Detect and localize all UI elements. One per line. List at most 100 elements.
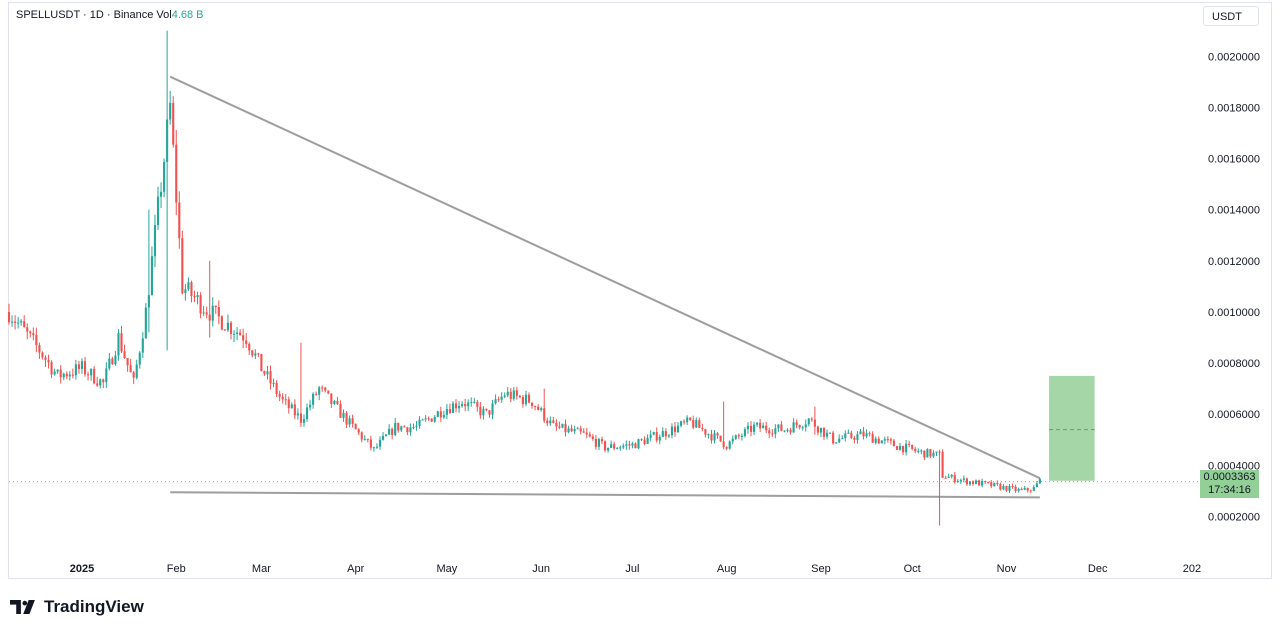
candle-body	[981, 481, 984, 486]
candle-body	[521, 397, 524, 405]
candle-body	[926, 449, 929, 458]
candle-body	[1014, 486, 1017, 491]
candle-body	[838, 438, 841, 443]
currency-button[interactable]: USDT	[1203, 6, 1259, 26]
candle-body	[479, 406, 482, 416]
candle-body	[1038, 479, 1041, 484]
candle-body	[564, 423, 567, 433]
candle-body	[628, 444, 631, 446]
candle-body	[749, 425, 753, 432]
candle-body	[558, 426, 561, 428]
candle-body	[169, 102, 172, 120]
candle-body	[421, 419, 424, 421]
candle-body	[68, 374, 71, 377]
candle-body	[819, 427, 823, 433]
candle-body	[436, 411, 439, 417]
candle-body	[1005, 485, 1008, 491]
candle-body	[293, 404, 296, 416]
candle-body	[50, 362, 53, 375]
candle-body	[357, 429, 360, 433]
candle-body	[226, 322, 230, 331]
candle-body	[245, 340, 248, 344]
candle-body	[14, 321, 17, 324]
candle-body	[464, 403, 467, 407]
candle-body	[576, 428, 579, 430]
candle-body	[892, 440, 896, 447]
candle-body	[333, 400, 336, 404]
x-tick-label: Jul	[625, 563, 639, 575]
candle-body	[381, 436, 385, 440]
candle-body	[494, 399, 497, 404]
candle-body	[555, 422, 558, 427]
candle-body	[93, 368, 96, 384]
candle-body	[445, 409, 448, 415]
candle-body	[664, 431, 667, 437]
candle-body	[35, 335, 38, 346]
candle-body	[351, 418, 354, 424]
candle-body	[503, 395, 506, 397]
candle-body	[126, 358, 129, 366]
candle-body	[646, 437, 649, 444]
candle-body	[886, 439, 889, 441]
candle-body	[412, 426, 415, 428]
x-tick-label: Sep	[811, 563, 831, 575]
candle-body	[901, 445, 905, 453]
candle-body	[597, 439, 601, 447]
candle-body	[868, 433, 871, 435]
candle-body	[783, 430, 786, 432]
candle-body	[1020, 488, 1023, 490]
candle-body	[859, 431, 862, 435]
candle-body	[987, 482, 990, 484]
candle-body	[649, 434, 652, 438]
candle-body	[327, 390, 330, 394]
candle-body	[375, 446, 379, 448]
candle-body	[26, 327, 29, 332]
candle-body	[17, 322, 20, 324]
candle-body	[871, 433, 874, 443]
candle-body	[950, 474, 953, 477]
candle-body	[774, 428, 777, 435]
candle-body	[1008, 485, 1011, 491]
candle-body	[941, 451, 944, 478]
candle-body	[540, 408, 543, 410]
tradingview-logo[interactable]: TradingView	[10, 597, 144, 617]
candle-body	[518, 395, 521, 398]
candle-body	[889, 439, 892, 441]
candle-body	[138, 352, 141, 365]
candle-body	[266, 371, 269, 375]
candle-body	[163, 161, 166, 192]
candle-body	[500, 396, 503, 400]
candle-body	[372, 447, 375, 449]
candle-body	[552, 420, 555, 423]
candle-body	[254, 353, 257, 356]
candle-body	[543, 408, 546, 421]
candle-body	[965, 478, 968, 485]
candle-body	[719, 435, 722, 442]
candle-body	[315, 393, 318, 395]
candle-body	[582, 431, 585, 433]
candle-body	[482, 408, 485, 416]
candle-body	[41, 352, 44, 358]
candle-body	[90, 368, 93, 376]
candle-body	[1011, 485, 1014, 487]
symbol-label[interactable]: SPELLUSDT · 1D · Binance	[16, 9, 154, 21]
y-tick-label: 0.0012000	[1208, 256, 1260, 268]
candle-body	[847, 432, 850, 434]
candle-body	[415, 425, 418, 427]
y-tick-label: 0.0010000	[1208, 307, 1260, 319]
candle-body	[752, 424, 756, 432]
candle-body	[917, 450, 920, 452]
brand-name: TradingView	[44, 597, 144, 616]
candle-body	[984, 481, 987, 483]
candle-body	[360, 432, 363, 440]
candle-body	[956, 481, 959, 483]
candle-body	[187, 282, 190, 290]
candle-body	[616, 448, 619, 450]
candle-body	[524, 394, 528, 405]
candle-body	[369, 439, 372, 448]
candle-body	[549, 420, 552, 424]
candle-body	[895, 446, 899, 450]
candle-body	[147, 295, 150, 308]
candle-body	[439, 411, 442, 418]
